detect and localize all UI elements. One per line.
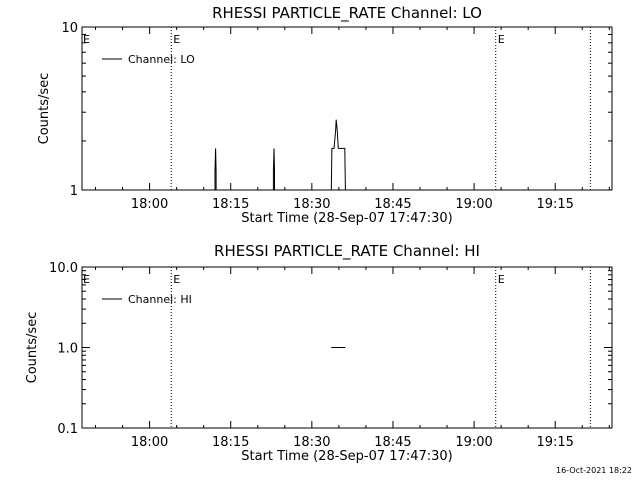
panel-1-x-tick-label: 18:00 [131,197,168,212]
panel-2-plot-frame [81,266,613,429]
panel-1-y-axis-label: Counts/sec [37,73,52,145]
panel-1-x-tick-label: 19:15 [536,197,573,212]
panel-2-event-marker: E [498,273,505,286]
panel-2-x-tick-label: 18:00 [131,435,168,450]
panel-1-x-tick-label: 18:30 [293,197,330,212]
panel-1-event-marker: E [498,33,505,46]
panel-1-x-tick-label: 18:15 [212,197,249,212]
panel-2-x-tick-label: 18:45 [374,435,411,450]
panel-2-y-tick-label: 10.0 [49,261,78,276]
footer-timestamp: 16-Oct-2021 18:22 [556,466,632,475]
panel-1-y-tick-label: 10 [61,21,78,36]
panel-2-y-tick-label: 0.1 [57,422,78,437]
panel-1-legend-label: Channel: LO [128,53,195,66]
panel-1-x-axis-label: Start Time (28-Sep-07 17:47:30) [241,211,452,226]
panel-2-y-axis-label: Counts/sec [25,312,40,384]
panel-2-x-tick-label: 18:15 [212,435,249,450]
panel-2-title: RHESSI PARTICLE_RATE Channel: HI [214,242,480,261]
panel-2-x-tick-label: 19:15 [536,435,573,450]
panel-2-event-marker-start: E [83,273,90,286]
panel-1-x-tick-label: 18:45 [374,197,411,212]
panel-1-series-line-1 [214,119,346,191]
panel-1-plot-frame [81,26,613,191]
panel-2-event-marker: E [173,273,180,286]
panel-2-x-tick-label: 19:00 [455,435,492,450]
panel-1-event-marker: E [173,33,180,46]
panel-2-x-tick-label: 18:30 [293,435,330,450]
panel-1-event-marker-start: E [83,33,90,46]
panel-2-y-tick-label: 1.0 [57,342,78,357]
panel-1-title: RHESSI PARTICLE_RATE Channel: LO [212,4,482,23]
panel-1-y-tick-label: 1 [70,184,78,199]
panel-2-x-axis-label: Start Time (28-Sep-07 17:47:30) [241,449,452,464]
panel-1-x-tick-label: 19:00 [455,197,492,212]
panel-2-legend-label: Channel: HI [128,293,192,306]
